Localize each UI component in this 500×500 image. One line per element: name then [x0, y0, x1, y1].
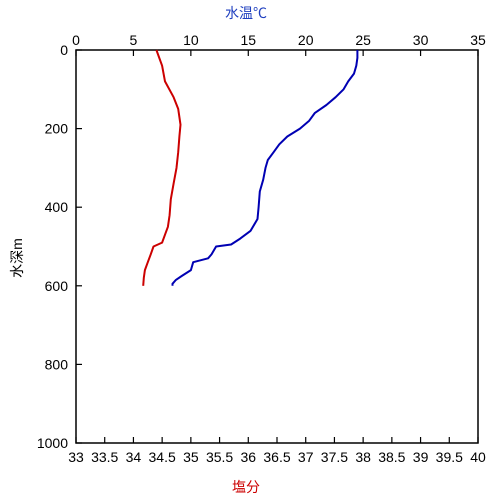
left-tick-label: 200 [45, 121, 69, 137]
series-layer [142, 49, 359, 286]
top-axis-title: 水温℃ [225, 5, 267, 21]
bottom-tick-label: 36 [240, 449, 256, 465]
top-tick-label: 5 [130, 32, 138, 48]
bottom-tick-label: 38.5 [378, 449, 405, 465]
top-tick-label: 10 [183, 32, 199, 48]
bottom-tick-label: 34 [126, 449, 142, 465]
bottom-tick-label: 36.5 [263, 449, 290, 465]
bottom-tick-label: 33.5 [91, 449, 118, 465]
top-tick-label: 35 [470, 32, 486, 48]
bottom-tick-label: 39 [413, 449, 429, 465]
top-tick-label: 0 [72, 32, 80, 48]
left-tick-label: 400 [45, 199, 69, 215]
left-axis-ticks: 0 200 400 600 800 1000 [37, 42, 82, 451]
bottom-tick-label: 35 [183, 449, 199, 465]
bottom-axis-ticks: 33 33.5 34 34.5 35 35.5 36 36.5 37 37.5 38 38.5 39 39… [68, 437, 486, 465]
bottom-axis-title: 塩分 [232, 479, 260, 495]
top-tick-label: 25 [355, 32, 371, 48]
bottom-tick-label: 39.5 [436, 449, 463, 465]
bottom-tick-label: 38 [355, 449, 371, 465]
top-axis-ticks: 0 5 10 15 20 25 30 35 [72, 32, 486, 56]
left-tick-label: 800 [45, 356, 69, 372]
salinity-series-line [142, 49, 182, 286]
left-tick-label: 600 [45, 278, 69, 294]
temperature-series-line [171, 50, 359, 286]
top-tick-label: 15 [240, 32, 256, 48]
left-tick-label: 0 [60, 42, 68, 58]
bottom-tick-label: 33 [68, 449, 84, 465]
plot-frame [75, 49, 479, 444]
bottom-tick-label: 35.5 [206, 449, 233, 465]
bottom-tick-label: 37 [298, 449, 314, 465]
bottom-tick-label: 37.5 [321, 449, 348, 465]
bottom-tick-label: 34.5 [149, 449, 176, 465]
top-tick-label: 20 [298, 32, 314, 48]
left-axis-title: 水深m [9, 238, 25, 278]
bottom-tick-label: 40 [470, 449, 486, 465]
left-tick-label: 1000 [37, 435, 68, 451]
top-tick-label: 30 [413, 32, 429, 48]
